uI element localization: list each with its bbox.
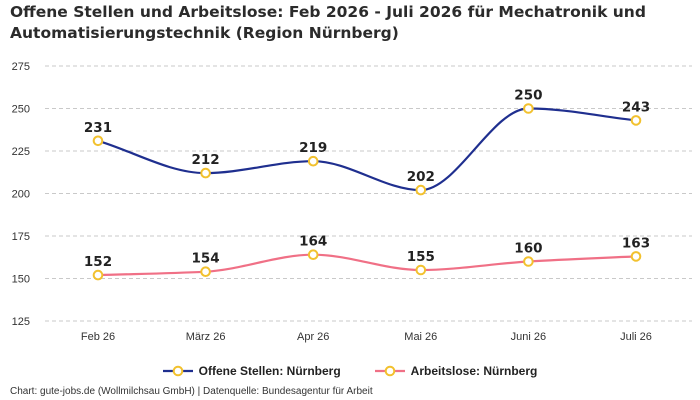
y-axis-tick-labels: 125 150 175 200 225 250 275 (12, 61, 30, 328)
data-label-offene-stellen-2: 219 (299, 140, 327, 156)
data-point-offene-stellen-2[interactable] (307, 155, 319, 167)
y-tick-label-225: 225 (12, 146, 30, 158)
data-point-arbeitslose-0[interactable] (92, 269, 104, 281)
data-point-arbeitslose-5[interactable] (630, 251, 642, 262)
data-label-offene-stellen-1: 212 (192, 152, 220, 168)
data-point-offene-stellen-5[interactable] (630, 115, 642, 126)
data-point-arbeitslose-3[interactable] (415, 264, 427, 276)
data-point-arbeitslose-1[interactable] (200, 266, 211, 278)
data-label-arbeitslose-0: 152 (84, 254, 112, 270)
data-point-offene-stellen-0[interactable] (92, 135, 104, 147)
legend-label-arbeitslose: Arbeitslose: Nürnberg (410, 364, 538, 378)
y-tick-label-275: 275 (12, 61, 30, 73)
x-tick-label-juli-26: Juli 26 (620, 331, 652, 343)
y-tick-label-175: 175 (12, 231, 30, 243)
legend-swatch-arbeitslose (374, 365, 405, 377)
x-tick-label-juni-26: Juni 26 (511, 331, 546, 343)
x-axis-tick-labels: Feb 26 März 26 Apr 26 Mai 26 Juni 26 Juli 26 (81, 331, 652, 343)
data-point-arbeitslose-2[interactable] (307, 249, 319, 260)
chart-legend: Offene Stellen: Nürnberg Arbeitslose: Nü… (0, 361, 700, 381)
x-tick-label-feb-26: Feb 26 (81, 331, 115, 343)
series-line-arbeitslose (97, 253, 637, 277)
legend-item-offene-stellen[interactable]: Offene Stellen: Nürnberg (162, 364, 341, 378)
series-line-offene-stellen (97, 107, 637, 192)
data-label-arbeitslose-3: 155 (407, 249, 435, 265)
chart-title-line-2: Automatisierungstechnik (Region Nürnberg… (10, 24, 399, 42)
x-tick-label-mai-26: Mai 26 (404, 331, 437, 343)
line-chart: 125 150 175 200 225 250 275 Feb 26 März 26 Apr 2… (12, 61, 692, 343)
data-label-arbeitslose-4: 160 (514, 241, 542, 257)
data-point-offene-stellen-4[interactable] (523, 103, 534, 114)
y-tick-label-250: 250 (12, 104, 30, 116)
y-tick-label-150: 150 (12, 274, 30, 286)
marker-layer (92, 103, 642, 281)
x-tick-label-apr-26: Apr 26 (297, 331, 329, 343)
data-label-offene-stellen-0: 231 (84, 120, 112, 136)
y-tick-label-200: 200 (12, 189, 30, 201)
chart-title: Offene Stellen und Arbeitslose: Feb 2026… (10, 2, 690, 44)
chart-title-line-1: Offene Stellen und Arbeitslose: Feb 2026… (10, 3, 646, 21)
legend-label-offene-stellen: Offene Stellen: Nürnberg (198, 364, 341, 378)
data-point-offene-stellen-1[interactable] (200, 167, 211, 179)
data-label-offene-stellen-3: 202 (407, 169, 435, 185)
series-layer (97, 107, 637, 277)
grid-layer (45, 65, 692, 322)
data-point-arbeitslose-4[interactable] (523, 256, 534, 267)
x-tick-label-m-rz-26: März 26 (186, 331, 226, 343)
data-label-layer: 231 212 219 202 250 243 152 154 164 155 160 163 (84, 88, 650, 271)
data-label-arbeitslose-1: 154 (192, 251, 220, 267)
data-label-offene-stellen-5: 243 (622, 99, 650, 115)
data-label-arbeitslose-2: 164 (299, 234, 327, 250)
y-tick-label-125: 125 (12, 316, 30, 328)
data-point-offene-stellen-3[interactable] (415, 184, 427, 196)
legend-item-arbeitslose[interactable]: Arbeitslose: Nürnberg (374, 364, 538, 378)
data-label-arbeitslose-5: 163 (622, 235, 650, 251)
data-label-offene-stellen-4: 250 (514, 88, 542, 104)
source-footer: Chart: gute-jobs.de (Wollmilchsau GmbH) … (10, 386, 373, 397)
legend-swatch-offene-stellen (162, 365, 193, 377)
